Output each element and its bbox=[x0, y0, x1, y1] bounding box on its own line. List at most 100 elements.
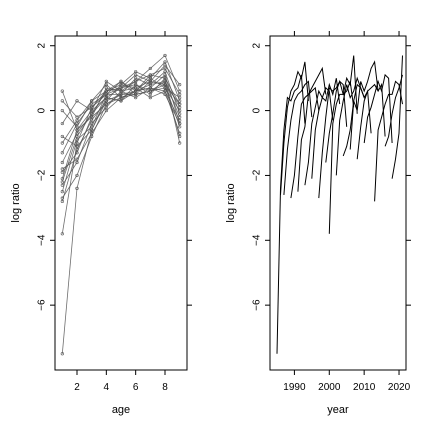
data-point bbox=[104, 89, 108, 93]
data-point bbox=[90, 105, 94, 109]
data-point bbox=[90, 134, 94, 139]
data-point bbox=[148, 66, 152, 71]
data-point bbox=[163, 66, 167, 71]
data-point bbox=[60, 108, 64, 113]
cohort-line bbox=[374, 80, 403, 202]
data-point bbox=[119, 79, 123, 83]
data-point bbox=[60, 352, 64, 356]
data-point bbox=[178, 141, 182, 145]
data-point bbox=[119, 83, 123, 87]
data-point bbox=[163, 70, 167, 74]
cohort-line bbox=[356, 82, 386, 160]
data-point bbox=[90, 131, 94, 135]
data-point bbox=[75, 131, 79, 135]
data-point bbox=[163, 53, 167, 58]
cohort-line bbox=[349, 60, 379, 150]
y-tick-label: −4 bbox=[37, 234, 48, 246]
y-tick-label: −4 bbox=[252, 234, 263, 246]
data-point bbox=[104, 96, 108, 100]
series-line bbox=[61, 64, 181, 183]
x-axis-label: age bbox=[112, 404, 130, 416]
data-point bbox=[163, 79, 167, 83]
data-point bbox=[178, 96, 182, 100]
cohort-line bbox=[311, 78, 341, 179]
data-point bbox=[60, 196, 64, 200]
data-point bbox=[104, 99, 108, 103]
cohort-line bbox=[283, 80, 313, 195]
data-point bbox=[178, 121, 182, 126]
data-point bbox=[60, 160, 64, 165]
data-point bbox=[178, 125, 182, 129]
data-point bbox=[119, 86, 123, 90]
cohort-line bbox=[328, 55, 358, 234]
y-tick-label: 2 bbox=[252, 43, 263, 49]
data-point bbox=[163, 63, 167, 67]
series-line bbox=[62, 84, 181, 147]
data-point bbox=[178, 92, 182, 96]
data-point bbox=[60, 190, 64, 194]
data-point bbox=[75, 157, 79, 161]
data-point bbox=[163, 60, 167, 64]
data-point bbox=[148, 83, 152, 87]
data-layer bbox=[276, 55, 403, 354]
data-point bbox=[60, 141, 64, 145]
data-point bbox=[178, 83, 182, 87]
data-point bbox=[104, 86, 108, 90]
y-tick-label: −2 bbox=[37, 169, 48, 181]
data-point bbox=[178, 89, 182, 93]
series-line bbox=[62, 87, 181, 170]
data-point bbox=[90, 99, 94, 103]
data-point bbox=[119, 89, 123, 93]
data-point bbox=[134, 86, 138, 90]
series-line bbox=[62, 74, 181, 144]
data-point bbox=[104, 102, 108, 106]
y-tick-label: −6 bbox=[37, 299, 48, 311]
data-point bbox=[148, 89, 152, 93]
data-point bbox=[148, 86, 152, 90]
data-point bbox=[148, 96, 152, 100]
data-point bbox=[75, 151, 79, 155]
data-point bbox=[119, 99, 123, 103]
y-tick-label: 0 bbox=[252, 107, 263, 113]
x-tick-label: 4 bbox=[104, 382, 110, 393]
data-point bbox=[134, 70, 138, 74]
data-point bbox=[60, 134, 64, 139]
data-point bbox=[163, 76, 167, 80]
x-tick-label: 2010 bbox=[353, 382, 376, 393]
data-point bbox=[134, 83, 138, 87]
data-point bbox=[134, 79, 138, 83]
data-point bbox=[178, 102, 182, 106]
data-point bbox=[60, 183, 64, 187]
plot-frame bbox=[54, 35, 188, 371]
data-point bbox=[75, 128, 79, 132]
data-point bbox=[60, 180, 64, 184]
data-point bbox=[104, 92, 108, 96]
data-layer bbox=[60, 53, 182, 356]
cohort-line bbox=[318, 80, 348, 199]
x-tick-label: 6 bbox=[133, 382, 139, 393]
data-point bbox=[75, 118, 79, 122]
data-point bbox=[148, 92, 152, 96]
data-point bbox=[163, 92, 167, 96]
data-point bbox=[134, 96, 138, 100]
series-line bbox=[61, 80, 181, 131]
data-point bbox=[60, 199, 64, 203]
data-point bbox=[60, 151, 64, 155]
series-line bbox=[61, 54, 181, 124]
data-point bbox=[60, 89, 64, 93]
data-point bbox=[75, 173, 79, 178]
data-point bbox=[75, 115, 79, 119]
data-point bbox=[75, 186, 79, 191]
panel-year: −6 −4 −2 0 2 1990 2000 2010 2020 year log ratio bbox=[225, 31, 411, 416]
x-tick-label: 2000 bbox=[318, 382, 341, 393]
data-point bbox=[60, 121, 64, 126]
data-point bbox=[60, 99, 64, 103]
data-point bbox=[75, 134, 79, 139]
x-axis-label: year bbox=[327, 404, 349, 416]
data-point bbox=[90, 102, 94, 106]
data-point bbox=[178, 131, 182, 135]
data-point bbox=[178, 105, 182, 109]
cohort-line bbox=[335, 76, 365, 176]
